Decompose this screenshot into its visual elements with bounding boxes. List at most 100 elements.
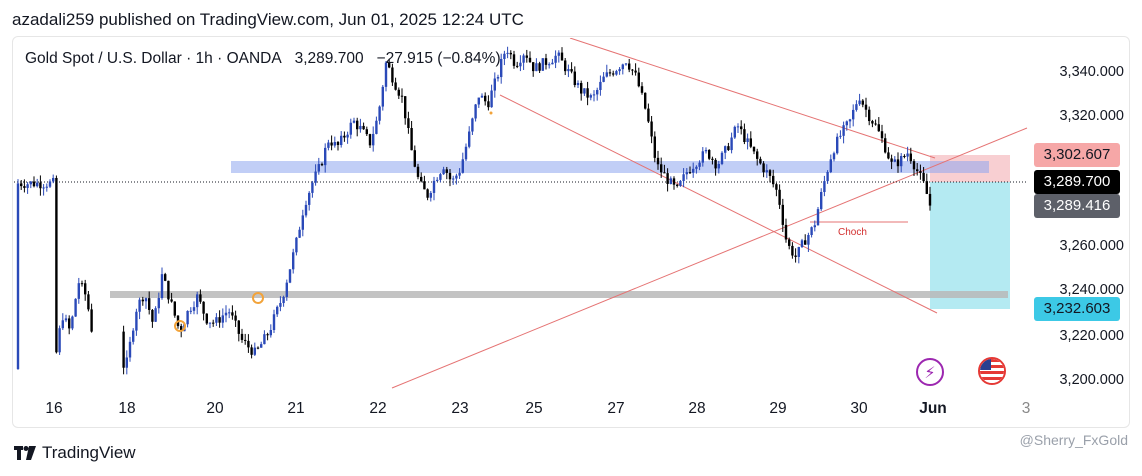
candle-body bbox=[442, 169, 445, 175]
candle-body bbox=[922, 172, 925, 182]
candle-body bbox=[727, 146, 730, 151]
candle-body bbox=[788, 239, 791, 246]
candle-body bbox=[471, 118, 474, 132]
support-line[interactable] bbox=[110, 291, 1008, 298]
candle-body bbox=[864, 104, 868, 110]
candle-body bbox=[800, 240, 804, 248]
swing-marker bbox=[252, 292, 264, 304]
candle-body bbox=[816, 209, 820, 226]
target-zone-box[interactable] bbox=[930, 182, 1010, 309]
candle-body bbox=[554, 55, 557, 63]
candle-body bbox=[208, 322, 212, 324]
candle-body bbox=[685, 172, 688, 175]
candle-body bbox=[196, 294, 199, 308]
candle-body bbox=[810, 227, 813, 236]
price-tick: 3,220.000 bbox=[1059, 328, 1124, 344]
candle-body bbox=[637, 72, 640, 87]
candle-body bbox=[234, 315, 237, 321]
candle-body bbox=[423, 181, 426, 190]
swing-marker bbox=[174, 320, 186, 332]
resistance-zone[interactable] bbox=[231, 161, 989, 173]
candle-body bbox=[148, 298, 151, 310]
candle-body bbox=[781, 204, 784, 225]
candle-body bbox=[58, 328, 61, 353]
candle-body bbox=[580, 83, 583, 94]
candle-body bbox=[71, 316, 74, 329]
candle-body bbox=[567, 69, 570, 72]
time-tick: 25 bbox=[525, 400, 543, 417]
candle-body bbox=[231, 312, 234, 316]
price-tick: 3,260.000 bbox=[1059, 238, 1124, 254]
candle-body bbox=[269, 330, 272, 336]
candle-body bbox=[906, 153, 909, 157]
candle-body bbox=[775, 184, 778, 190]
candle-body bbox=[250, 347, 253, 355]
tradingview-logo[interactable]: TradingView bbox=[14, 443, 136, 463]
candle-body bbox=[378, 106, 381, 121]
candle-body bbox=[477, 97, 480, 105]
candle-body bbox=[564, 60, 567, 72]
candle-body bbox=[541, 58, 544, 71]
candle-body bbox=[896, 159, 900, 167]
candle-body bbox=[132, 330, 135, 342]
candle-body bbox=[487, 101, 490, 108]
time-tick: 20 bbox=[206, 400, 224, 417]
candle-body bbox=[868, 109, 871, 122]
candle-body bbox=[749, 138, 752, 147]
candle-body bbox=[900, 156, 903, 167]
candle-body bbox=[144, 298, 148, 302]
candle-body bbox=[615, 71, 618, 75]
candle-body bbox=[701, 151, 704, 163]
candle-body bbox=[192, 307, 196, 311]
candle-body bbox=[157, 298, 160, 309]
candle-body bbox=[388, 62, 391, 68]
candle-body bbox=[586, 88, 589, 98]
candle-body bbox=[535, 63, 538, 72]
candle-body bbox=[352, 120, 356, 123]
candle-body bbox=[26, 184, 29, 188]
candle-body bbox=[80, 283, 84, 285]
candle-body bbox=[602, 76, 605, 82]
candle-body bbox=[740, 126, 743, 130]
candle-body bbox=[756, 151, 759, 159]
candle-body bbox=[829, 159, 832, 173]
candle-body bbox=[135, 311, 138, 331]
candlestick-series[interactable] bbox=[16, 46, 932, 375]
candle-body bbox=[714, 159, 717, 169]
candle-body bbox=[663, 172, 666, 174]
candle-body bbox=[813, 225, 816, 228]
candle-body bbox=[375, 120, 378, 134]
candle-body bbox=[327, 142, 330, 148]
lightning-event-icon[interactable]: ⚡ bbox=[916, 358, 944, 386]
candle-body bbox=[218, 317, 221, 323]
candle-body bbox=[692, 168, 695, 173]
candle-body bbox=[909, 153, 912, 162]
time-tick: 28 bbox=[688, 400, 706, 417]
candle-body bbox=[247, 340, 250, 348]
candle-body bbox=[660, 164, 663, 173]
candle-body bbox=[237, 320, 240, 334]
candle-body bbox=[596, 89, 599, 95]
candle-body bbox=[826, 172, 829, 182]
candle-body bbox=[39, 182, 42, 189]
candle-body bbox=[77, 283, 80, 299]
time-tick: 23 bbox=[451, 400, 469, 417]
candle-body bbox=[285, 282, 288, 297]
candle-body bbox=[509, 52, 512, 55]
candle-body bbox=[455, 175, 458, 179]
symbol-legend[interactable]: Gold Spot / U.S. Dollar · 1h · OANDA 3,2… bbox=[25, 50, 501, 68]
swing-marker bbox=[489, 111, 493, 115]
lower-trendline[interactable] bbox=[499, 94, 938, 314]
brand-name: TradingView bbox=[42, 443, 136, 462]
candle-body bbox=[391, 67, 394, 83]
candle-body bbox=[512, 54, 516, 66]
candle-body bbox=[708, 150, 711, 159]
candle-body bbox=[516, 65, 519, 67]
us-flag-event-icon[interactable] bbox=[978, 357, 1006, 385]
candle-body bbox=[189, 310, 192, 312]
candle-body bbox=[221, 315, 224, 323]
upper-trendline[interactable] bbox=[569, 38, 936, 159]
candle-body bbox=[272, 314, 276, 331]
candle-body bbox=[205, 313, 208, 324]
